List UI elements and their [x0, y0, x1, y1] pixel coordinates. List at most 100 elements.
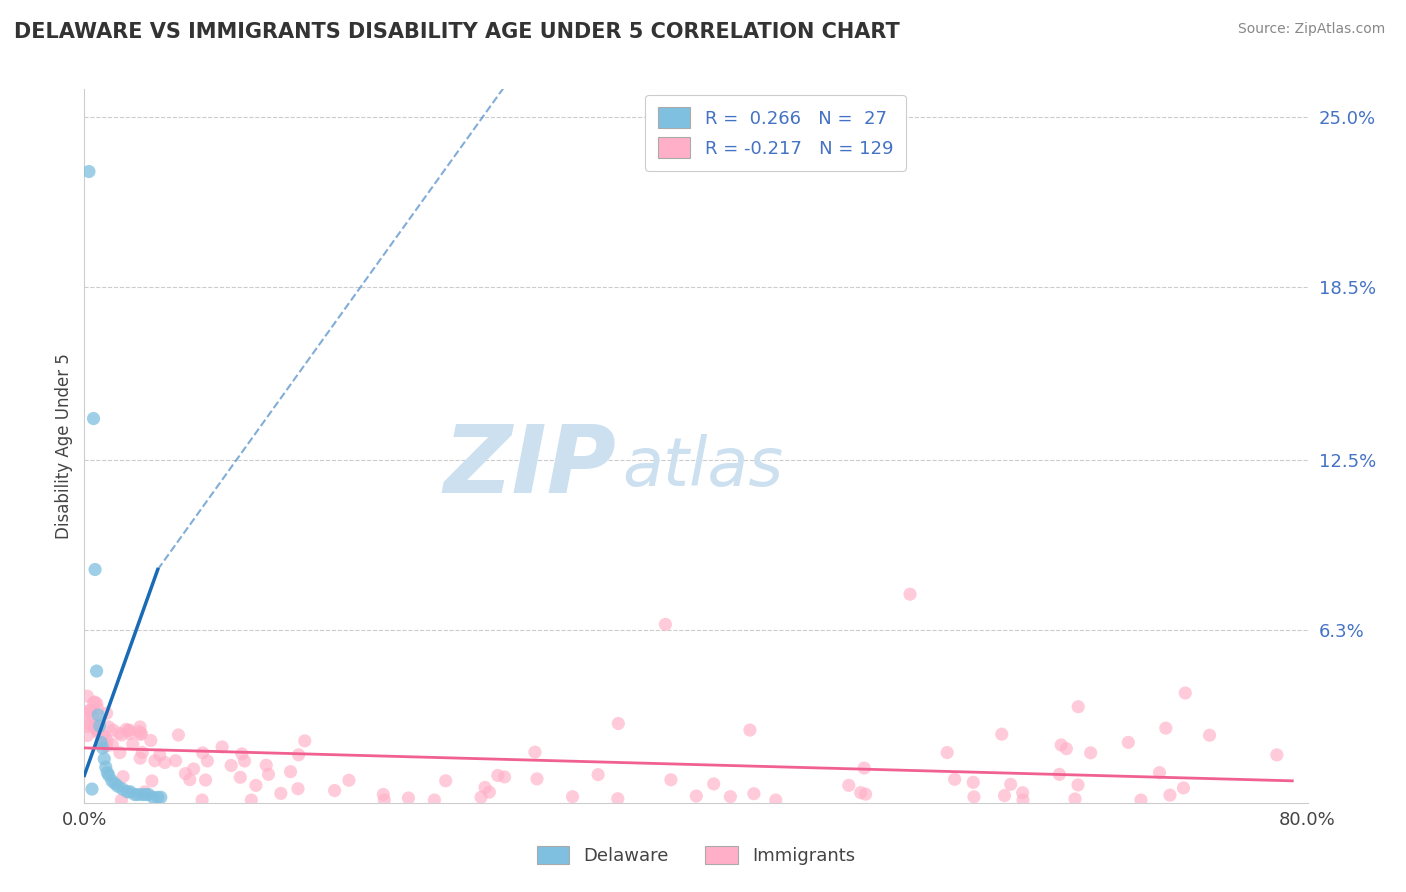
Point [94, 738, 117, 752]
Point [703, 777, 725, 791]
Point [254, 758, 277, 772]
Point [229, 770, 252, 784]
Point [101, 723, 124, 737]
Point [1118, 735, 1140, 749]
Point [153, 756, 176, 770]
Point [1012, 793, 1035, 807]
Point [79, 718, 101, 732]
Point [174, 766, 197, 780]
Point [179, 772, 201, 787]
Point [373, 793, 395, 807]
Point [127, 788, 149, 802]
Point [586, 767, 609, 781]
Point [738, 723, 761, 737]
Point [149, 747, 172, 762]
Point [84, 562, 107, 576]
Point [398, 791, 420, 805]
Point [76, 706, 98, 721]
Point [124, 788, 146, 802]
Point [294, 734, 316, 748]
Point [478, 785, 501, 799]
Point [765, 793, 787, 807]
Point [167, 728, 190, 742]
Point [1047, 767, 1070, 781]
Point [898, 587, 921, 601]
Point [991, 727, 1014, 741]
Point [1050, 738, 1073, 752]
Point [77, 704, 100, 718]
Point [76, 689, 98, 703]
Point [118, 723, 141, 738]
Point [654, 617, 676, 632]
Point [129, 720, 152, 734]
Text: ZIP: ZIP [443, 421, 616, 514]
Point [131, 746, 153, 760]
Point [86, 697, 108, 711]
Point [240, 793, 263, 807]
Point [128, 724, 150, 739]
Text: atlas: atlas [623, 434, 783, 500]
Point [82, 708, 104, 723]
Point [139, 733, 162, 747]
Point [117, 723, 139, 738]
Point [96, 739, 118, 753]
Point [142, 790, 165, 805]
Point [86, 723, 108, 738]
Point [659, 772, 682, 787]
Point [1067, 699, 1090, 714]
Point [104, 776, 127, 790]
Point [115, 785, 138, 799]
Point [211, 739, 233, 754]
Point [149, 790, 172, 805]
Point [79, 704, 101, 718]
Point [474, 780, 496, 795]
Legend: Delaware, Immigrants: Delaware, Immigrants [530, 838, 862, 872]
Point [1067, 778, 1090, 792]
Point [718, 789, 741, 804]
Point [110, 728, 132, 742]
Point [96, 706, 118, 721]
Point [1174, 686, 1197, 700]
Point [195, 754, 218, 768]
Point [962, 775, 984, 789]
Point [96, 765, 118, 780]
Point [96, 733, 118, 747]
Point [141, 773, 163, 788]
Point [494, 770, 516, 784]
Point [121, 737, 143, 751]
Point [77, 164, 100, 178]
Point [270, 786, 292, 800]
Point [943, 772, 966, 787]
Point [87, 715, 110, 730]
Point [129, 751, 152, 765]
Point [685, 789, 707, 803]
Point [143, 754, 166, 768]
Point [107, 780, 129, 794]
Point [742, 787, 765, 801]
Point [1080, 746, 1102, 760]
Y-axis label: Disability Age Under 5: Disability Age Under 5 [55, 353, 73, 539]
Point [936, 746, 959, 760]
Point [337, 773, 360, 788]
Point [115, 723, 138, 737]
Point [146, 790, 169, 805]
Point [287, 747, 309, 762]
Text: DELAWARE VS IMMIGRANTS DISABILITY AGE UNDER 5 CORRELATION CHART: DELAWARE VS IMMIGRANTS DISABILITY AGE UN… [14, 22, 900, 42]
Point [90, 735, 112, 749]
Point [219, 758, 242, 772]
Point [373, 788, 395, 802]
Point [561, 789, 583, 804]
Point [434, 773, 457, 788]
Point [84, 719, 107, 733]
Point [108, 746, 131, 760]
Point [91, 740, 114, 755]
Point [607, 716, 630, 731]
Point [526, 772, 548, 786]
Point [77, 716, 100, 731]
Point [486, 768, 509, 782]
Point [89, 719, 111, 733]
Point [233, 754, 256, 768]
Point [129, 727, 152, 741]
Point [97, 768, 120, 782]
Point [110, 793, 132, 807]
